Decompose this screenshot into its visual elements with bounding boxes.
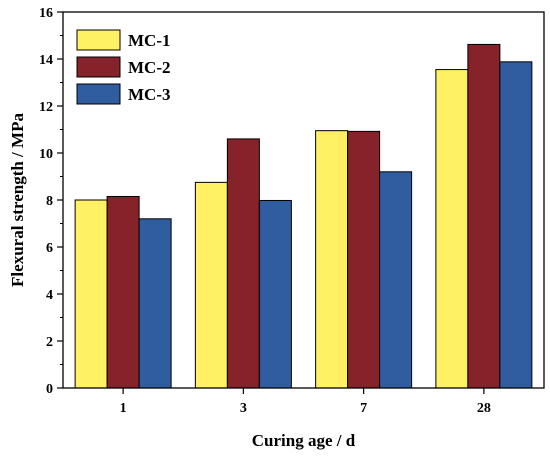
bar-mc-2-7 — [347, 130, 381, 389]
bar-mc-3-7 — [379, 171, 413, 389]
y-tick-label: 14 — [39, 53, 53, 68]
bar-mc-3-3 — [258, 199, 292, 389]
bar-mc-3-28 — [499, 61, 533, 389]
legend-swatch-mc-1 — [76, 29, 121, 51]
legend: MC-1 MC-2 MC-3 — [76, 29, 170, 105]
x-tick-label: 28 — [477, 401, 491, 416]
bar-mc-2-3 — [226, 138, 260, 389]
x-tick-label: 7 — [360, 401, 367, 416]
y-tick-label: 4 — [46, 288, 53, 303]
x-tick-label: 3 — [240, 401, 247, 416]
y-tick-label: 8 — [46, 194, 53, 209]
x-tick-label: 1 — [120, 401, 127, 416]
legend-label-mc-3: MC-3 — [128, 85, 170, 104]
y-tick-label: 10 — [39, 147, 53, 162]
bar-mc-1-7 — [315, 130, 349, 389]
legend-label-mc-1: MC-1 — [128, 31, 170, 50]
bar-mc-3-1 — [138, 218, 172, 389]
labels-layer: 0 2 4 6 8 10 12 14 16 1 3 7 28 — [39, 6, 491, 416]
axes-layer — [57, 11, 545, 394]
bar-mc-1-3 — [194, 181, 228, 389]
legend-label-mc-2: MC-2 — [128, 58, 170, 77]
y-tick-label: 2 — [46, 335, 53, 350]
bars-layer — [74, 43, 533, 389]
y-tick-label: 6 — [46, 241, 53, 256]
bar-mc-2-1 — [106, 195, 140, 389]
y-tick-label: 12 — [39, 100, 53, 115]
bar-mc-1-28 — [435, 69, 469, 389]
bar-mc-1-1 — [74, 199, 108, 389]
legend-swatch-mc-2 — [76, 56, 121, 78]
x-axis-title: Curing age / d — [252, 431, 356, 450]
legend-swatch-mc-3 — [76, 83, 121, 105]
y-tick-label: 0 — [46, 382, 53, 397]
bar-mc-2-28 — [467, 43, 501, 389]
y-axis-title: Flexural strength / MPa — [8, 113, 27, 287]
y-tick-label: 16 — [39, 6, 53, 21]
